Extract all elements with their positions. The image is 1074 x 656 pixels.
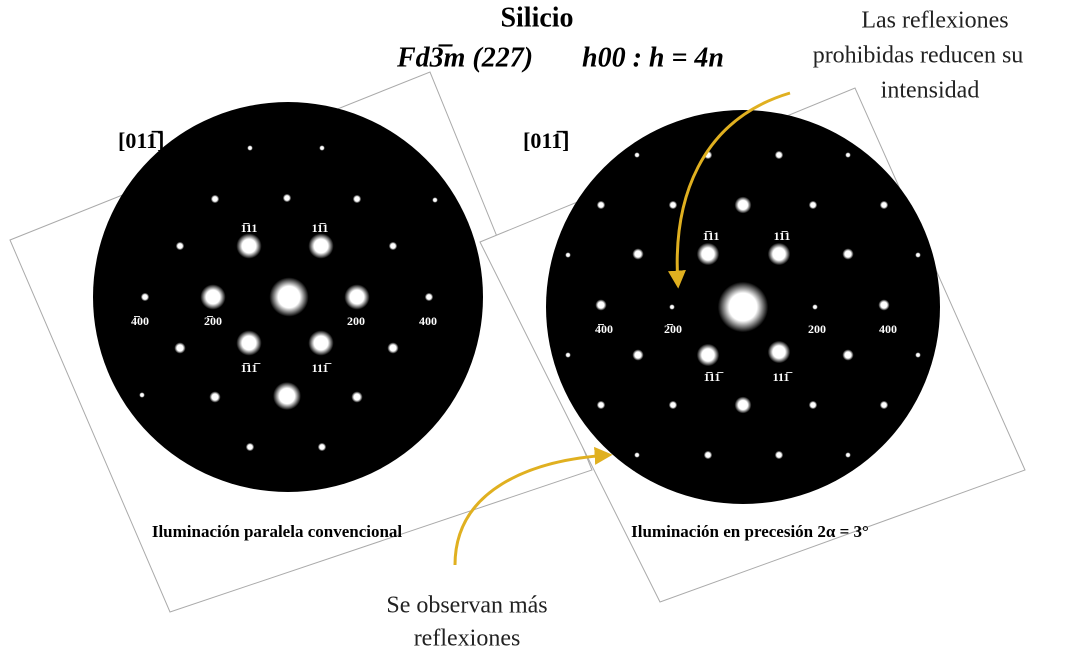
reflection-label: 2̅00 [664,322,682,336]
zone-axis: [011̅] [523,128,569,153]
diffraction-spot [236,233,261,258]
diffraction-spot [597,201,605,209]
space-group: Fd3̅m (227) [396,42,533,73]
diffraction-spot [915,252,921,258]
diffraction-spot [247,145,253,151]
diffraction-spot [308,233,333,258]
diffraction-spot [597,401,605,409]
diffraction-spot [775,151,783,159]
diffraction-spot [246,443,254,451]
diffraction-spot [632,248,643,259]
figure: Silicio Fd3̅m (227) h00 : h = 4n [011̅] … [0,0,1074,656]
diffraction-spot [735,197,752,214]
diffraction-spot [283,194,291,202]
reflection-label: 400 [879,322,897,336]
diffraction-spot [344,284,369,309]
reflection-label: 11̅1 [312,221,329,235]
diffraction-spot [211,195,219,203]
diffraction-spot [697,344,719,366]
zone-axis: [011̅] [118,128,164,153]
diffraction-spot [634,152,640,158]
diffraction-spot [809,401,817,409]
annotation: intensidad [881,78,980,104]
diffraction-spot [632,349,643,360]
diffraction-spot [845,452,851,458]
diffraction-spot [878,299,889,310]
reflection-label: 4̅00 [131,314,149,328]
diffraction-spot [318,443,326,451]
diffraction-spot [353,195,361,203]
diffraction-spot [351,391,362,402]
caption: Iluminación paralela convencional [152,522,403,541]
diffraction-spot [842,248,853,259]
annotation: reflexiones [414,626,521,652]
diffraction-spot [319,145,325,151]
diffraction-spot [141,293,149,301]
reflection-label: 1̅11 [241,221,258,235]
annotation: prohibidas reducen su [813,43,1024,69]
diffraction-spot [718,282,768,332]
diffraction-spot [209,391,220,402]
annotation: Las reflexiones [861,8,1008,34]
diffraction-spot [704,451,712,459]
reflection-label: 4̅00 [595,322,613,336]
diffraction-spot [845,152,851,158]
diffraction-spot [565,252,571,258]
diffraction-spot [308,330,333,355]
reflection-label: 200 [808,322,826,336]
diffraction-spot [735,397,752,414]
diffraction-spot [595,299,606,310]
diffraction-spot [768,341,790,363]
diffraction-spot [565,352,571,358]
diffraction-spot [768,243,790,265]
reflection-label: 400 [419,314,437,328]
reflection-label: 1̅11 [703,229,720,243]
reflection-label: 11̅1 [774,229,791,243]
diffraction-spot [432,197,438,203]
diffraction-spot [880,201,888,209]
caption: Iluminación en precesión 2α = 3° [631,522,869,541]
diffraction-spot [174,342,185,353]
diffraction-spot [915,352,921,358]
annotation: Se observan más [386,593,547,619]
diffraction-spot [200,284,225,309]
diffraction-spot [387,342,398,353]
diffraction-spot [809,201,817,209]
diffraction-spot [775,451,783,459]
diffraction-spot [389,242,397,250]
title: Silicio [500,2,573,33]
reflection-label: 200 [347,314,365,328]
diffraction-spot [273,382,301,410]
diffraction-spot [139,392,145,398]
diffraction-spot [697,243,719,265]
reflection-label: 2̅00 [204,314,222,328]
diffraction-spot [669,201,677,209]
diffraction-spot [176,242,184,250]
diffraction-spot [669,304,675,310]
diffraction-spot [842,349,853,360]
diffraction-spot [634,452,640,458]
diffraction-spot [880,401,888,409]
diffraction-spot [236,330,261,355]
diffraction-spot [812,304,818,310]
extinction-rule: h00 : h = 4n [582,42,724,73]
diffraction-spot [425,293,433,301]
diffraction-spot [269,277,308,316]
diffraction-spot [669,401,677,409]
